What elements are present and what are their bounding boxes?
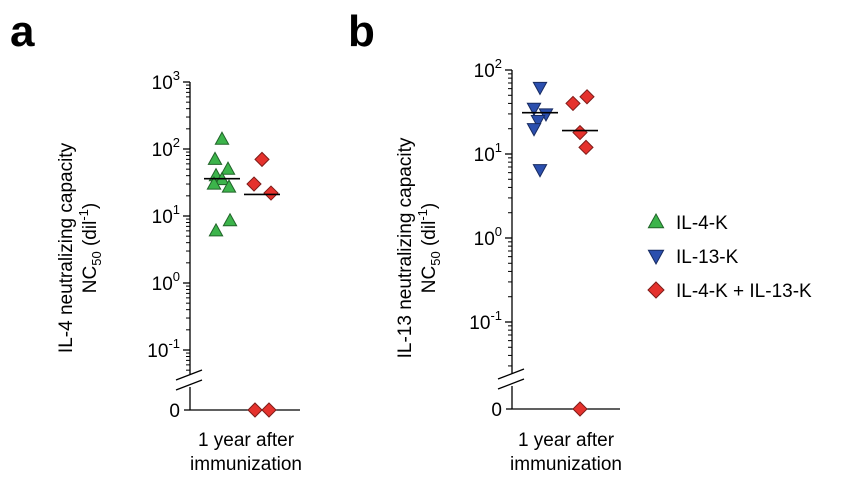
- y-tick-label: 100: [152, 269, 180, 295]
- data-point: [538, 108, 554, 122]
- legend-label: IL-13-K: [676, 247, 739, 268]
- y-tick-label: 101: [474, 140, 502, 166]
- data-point: [532, 81, 548, 96]
- triangle-up-icon: [647, 212, 665, 229]
- data-point: [214, 131, 230, 145]
- data-point: [578, 139, 594, 156]
- axis-break-mark: [497, 368, 525, 380]
- data-point: [572, 124, 588, 141]
- data-point-zero: [261, 402, 277, 418]
- data-point: [220, 161, 236, 175]
- data-point: [579, 89, 595, 105]
- data-point: [565, 95, 581, 112]
- y-tick-label: 102: [474, 56, 502, 82]
- panel-letter-b: b: [348, 7, 375, 56]
- y-tick-label: 102: [152, 135, 180, 161]
- data-point: [206, 175, 222, 190]
- panel-b-axes: 0 102 101 100 10-1: [469, 56, 620, 421]
- panel-letter-a: a: [10, 7, 35, 56]
- legend-item: IL-4-K + IL-13-K: [647, 281, 812, 302]
- data-point: [254, 151, 270, 168]
- data-point: [246, 176, 262, 192]
- data-point: [532, 164, 548, 178]
- panel-b-ylabel-line2: NC50 (dil-1): [415, 203, 443, 293]
- y-tick-label: 103: [152, 68, 180, 94]
- y-tick-label-zero: 0: [169, 401, 180, 422]
- legend-label: IL-4-K: [676, 213, 728, 234]
- panel-a-axes: 0 103 102 101 100 10-1: [147, 68, 300, 422]
- data-point: [208, 222, 224, 237]
- y-tick-label-zero: 0: [491, 400, 502, 421]
- y-tick-label: 101: [152, 202, 180, 228]
- panel-b-xlabel-line1: 1 year after: [518, 430, 615, 451]
- panel-a-ylabel: IL-4 neutralizing capacity NC50 (dil-1): [56, 142, 104, 353]
- panel-a: a IL-4 neutralizing capacity NC50 (dil-1…: [10, 7, 302, 475]
- panel-b-ylabel: IL-13 neutralizing capacity NC50 (dil-1): [395, 137, 443, 358]
- triangle-down-icon: [647, 249, 665, 266]
- data-point: [222, 212, 238, 227]
- panel-a-xlabel-line1: 1 year after: [198, 430, 295, 451]
- legend-label: IL-4-K + IL-13-K: [676, 281, 812, 302]
- diamond-icon: [647, 281, 665, 299]
- data-point: [263, 185, 279, 201]
- data-point: [530, 115, 546, 129]
- y-tick-label: 10-1: [147, 336, 180, 362]
- panel-a-xlabel-line2: immunization: [190, 454, 302, 475]
- data-point: [207, 151, 223, 165]
- panel-b-ylabel-line1: IL-13 neutralizing capacity: [395, 137, 416, 358]
- data-point: [526, 123, 542, 137]
- legend-item: IL-13-K: [647, 247, 739, 268]
- data-point: [221, 179, 237, 193]
- panel-b-xlabel-line2: immunization: [510, 454, 622, 475]
- legend-item: IL-4-K: [647, 212, 728, 234]
- axis-break-mark: [175, 379, 203, 391]
- y-tick-label: 100: [474, 224, 502, 250]
- data-point-zero: [572, 401, 588, 417]
- data-point: [526, 102, 542, 117]
- y-tick-label: 10-1: [469, 308, 502, 334]
- panel-a-ylabel-line1: IL-4 neutralizing capacity: [56, 142, 77, 353]
- axis-break-mark: [497, 378, 525, 390]
- legend: IL-4-K IL-13-K IL-4-K + IL-13-K: [647, 212, 812, 302]
- data-point-zero: [247, 402, 263, 418]
- axis-break-mark: [175, 369, 203, 381]
- panel-b: b IL-13 neutralizing capacity NC50 (dil-…: [348, 7, 622, 475]
- panel-a-ylabel-line2: NC50 (dil-1): [76, 203, 104, 293]
